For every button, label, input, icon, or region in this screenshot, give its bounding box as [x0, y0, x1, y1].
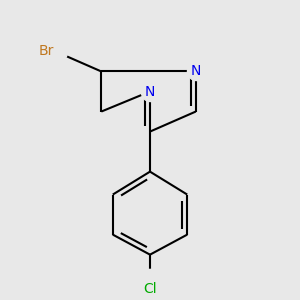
Text: N: N	[145, 85, 155, 98]
Text: N: N	[190, 64, 201, 79]
Text: Cl: Cl	[143, 282, 157, 296]
Text: Br: Br	[39, 44, 54, 58]
